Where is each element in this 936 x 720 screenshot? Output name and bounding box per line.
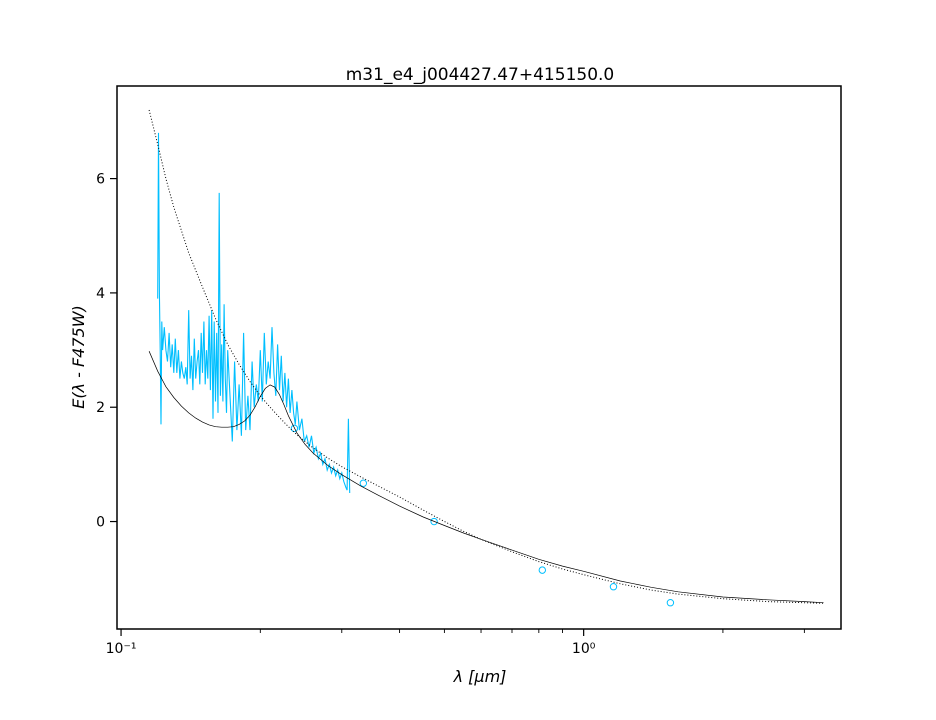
y-tick-label: 6 xyxy=(96,172,105,188)
model-solid-line xyxy=(148,351,824,604)
y-tick-label: 2 xyxy=(96,400,105,416)
x-axis-label: λ [μm] xyxy=(453,667,507,686)
x-tick-label: 10⁰ xyxy=(572,641,596,657)
y-axis-label: E(λ - F475W) xyxy=(69,305,88,409)
photometry-point xyxy=(609,583,618,591)
y-tick-label: 0 xyxy=(96,515,105,531)
chart-title: m31_e4_j004427.47+415150.0 xyxy=(346,65,614,85)
photometry-point xyxy=(538,566,547,574)
y-axis: 0 2 4 6 xyxy=(96,172,117,531)
spectrum-line xyxy=(157,132,351,494)
x-tick-label: 10⁻¹ xyxy=(106,641,137,657)
x-axis: 10⁻¹ 10⁰ xyxy=(106,629,805,657)
photometry-point xyxy=(666,599,675,607)
photometry-point xyxy=(359,479,368,487)
y-tick-label: 4 xyxy=(96,286,105,302)
plot-frame xyxy=(116,85,842,630)
model-dotted-line xyxy=(148,109,824,604)
plot-area xyxy=(148,109,824,607)
